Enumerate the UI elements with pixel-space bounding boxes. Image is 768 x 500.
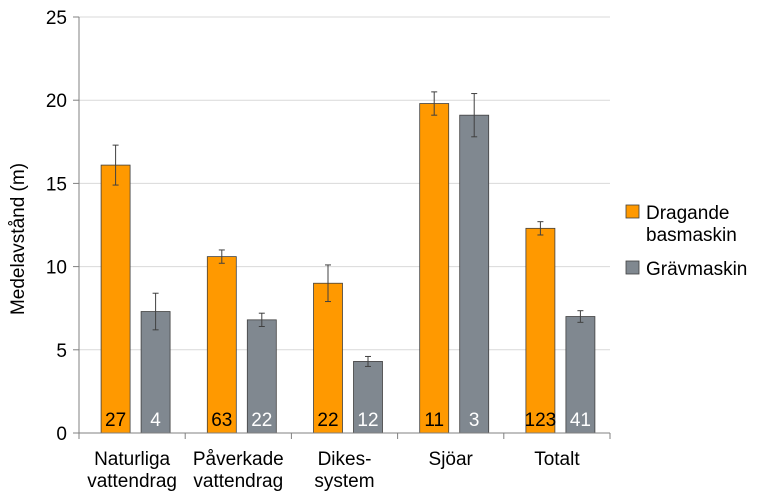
x-tick-label-line: Naturliga xyxy=(94,449,170,470)
x-tick-label: Totalt xyxy=(534,449,580,470)
bar xyxy=(353,361,383,434)
legend: Dragande basmaskin Grävmaskin xyxy=(625,203,747,280)
legend-label: Dragande basmaskin xyxy=(646,203,737,246)
x-tick-label-line: Dikes- xyxy=(318,449,372,470)
y-tick-label: 10 xyxy=(46,258,67,279)
x-tick-label: Påverkade vattendrag xyxy=(193,449,284,492)
bar xyxy=(525,227,556,434)
legend-swatch xyxy=(625,260,640,275)
bar xyxy=(419,103,450,434)
bar xyxy=(459,114,490,434)
data-label: 22 xyxy=(317,410,338,431)
data-label: 3 xyxy=(469,410,480,431)
x-tick-label-line: Sjöar xyxy=(429,449,474,470)
x-tick-label-line: vattendrag xyxy=(193,471,283,492)
legend-label: Grävmaskin xyxy=(646,259,747,280)
bar xyxy=(313,282,343,434)
bar xyxy=(100,164,131,434)
x-tick-label-line: Påverkade xyxy=(193,449,284,470)
bar xyxy=(140,311,171,434)
legend-label-line: Dragande xyxy=(646,203,729,224)
bar xyxy=(246,319,277,434)
x-tick-label: Dikes-system xyxy=(314,449,374,492)
gridlines xyxy=(79,16,610,351)
data-label: 123 xyxy=(525,410,557,431)
data-label: 4 xyxy=(150,410,161,431)
legend-label-line: basmaskin xyxy=(646,225,737,246)
y-tick-labels: 0 5 10 15 20 25 xyxy=(46,8,67,445)
legend-swatch xyxy=(625,204,640,219)
data-label: 41 xyxy=(570,410,591,431)
data-label: 27 xyxy=(105,410,126,431)
x-tick-label-line: Totalt xyxy=(534,449,580,470)
y-axis-label: Medelavstånd (m) xyxy=(8,163,29,315)
x-tick-label: Naturliga vattendrag xyxy=(87,449,177,492)
data-label: 12 xyxy=(357,410,378,431)
x-tick-label-line: vattendrag xyxy=(87,471,177,492)
y-tick-label: 25 xyxy=(46,8,67,29)
axes xyxy=(73,16,611,439)
bar xyxy=(565,316,596,434)
x-tick-label: Sjöar xyxy=(429,449,474,470)
data-label: 22 xyxy=(251,410,272,431)
x-tick-label-line: system xyxy=(314,471,374,492)
y-tick-label: 20 xyxy=(46,91,67,112)
y-tick-label: 15 xyxy=(46,174,67,195)
bar xyxy=(206,256,237,434)
y-tick-label: 5 xyxy=(56,341,67,362)
y-tick-label: 0 xyxy=(56,424,67,445)
bars: 27 4 63 22 22 12 11 3 123 41 xyxy=(100,91,596,434)
legend-label-line: Grävmaskin xyxy=(646,259,747,280)
data-label: 11 xyxy=(424,410,444,431)
data-label: 63 xyxy=(211,410,232,431)
